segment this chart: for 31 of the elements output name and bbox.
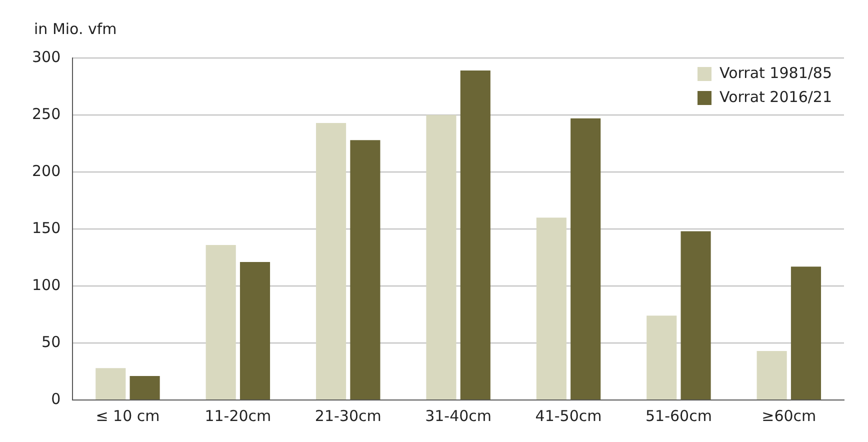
x-tick-label: 11-20cm — [204, 406, 272, 425]
bar — [206, 244, 236, 400]
bar — [646, 316, 677, 400]
legend-label: Vorrat 2016/21 — [720, 88, 832, 106]
bar — [790, 266, 822, 400]
x-tick-label: 41-50cm — [535, 406, 602, 425]
bar — [426, 115, 456, 400]
y-tick-label: 200 — [32, 162, 61, 180]
y-tick-label: 100 — [32, 276, 61, 294]
x-tick-label: 31-40cm — [425, 406, 492, 425]
bar — [130, 376, 160, 400]
bar — [316, 122, 346, 400]
y-tick-label: 0 — [51, 390, 61, 408]
bar — [350, 140, 380, 400]
bar — [680, 231, 711, 400]
legend-label: Vorrat 1981/85 — [720, 64, 832, 82]
bar — [756, 350, 787, 400]
bar — [96, 368, 126, 400]
y-tick-label: 50 — [42, 332, 61, 351]
y-tick-label: 150 — [32, 218, 61, 237]
bar — [536, 218, 566, 400]
x-tick-label: 51-60cm — [645, 406, 712, 425]
bar — [240, 262, 270, 400]
bar — [570, 118, 601, 400]
y-tick-label: 250 — [32, 104, 61, 123]
x-tick-label: ≤ 10 cm — [96, 406, 160, 425]
bar — [460, 70, 490, 400]
x-tick-label: 21-30cm — [314, 406, 382, 425]
y-tick-label: 300 — [32, 48, 61, 66]
y-axis-title: in Mio. vfm — [34, 20, 117, 38]
x-tick-label: ≥60cm — [762, 406, 816, 425]
